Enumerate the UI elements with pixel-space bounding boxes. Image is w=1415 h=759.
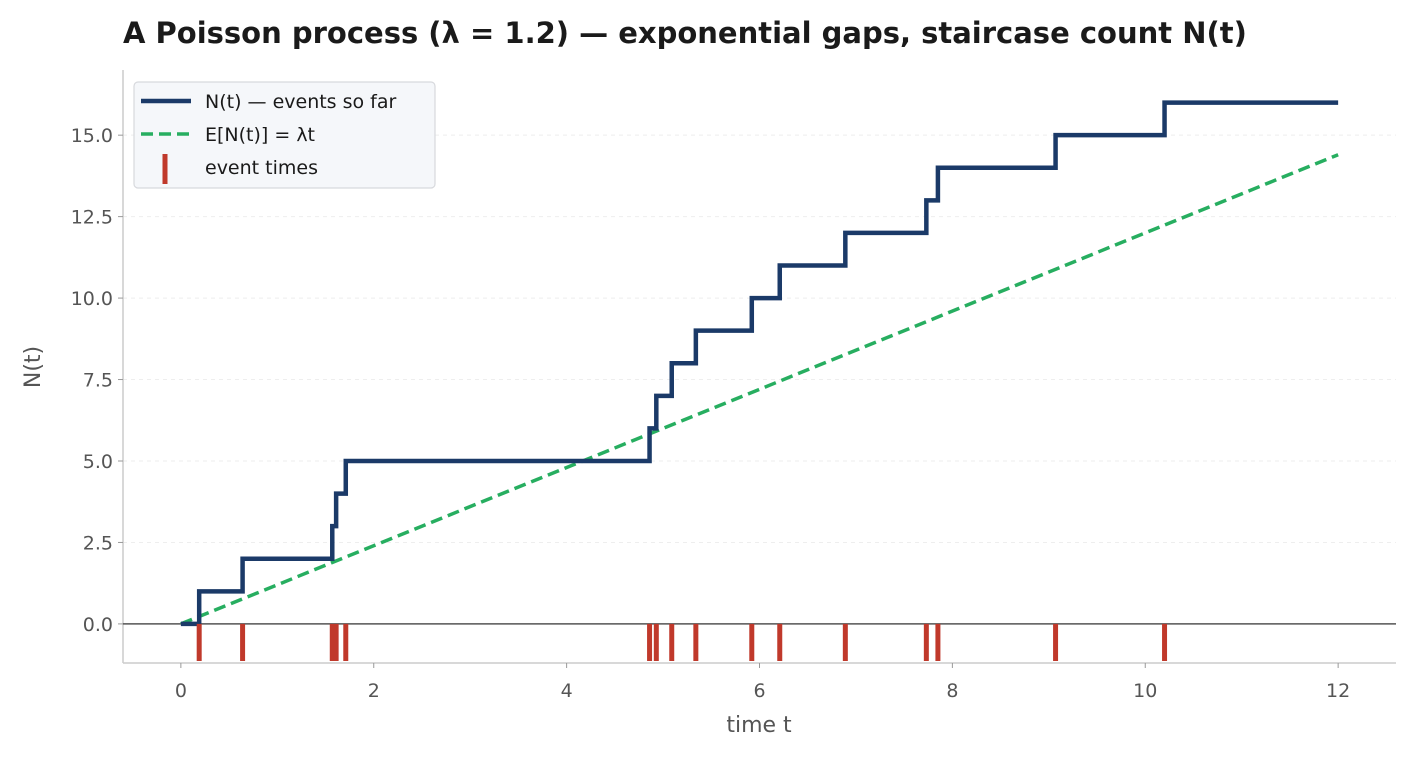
y-tick-label: 10.0 <box>71 288 113 310</box>
y-tick-label: 12.5 <box>71 207 113 229</box>
legend: N(t) — events so far E[N(t)] = λt event ti… <box>133 81 436 189</box>
plot-area <box>123 100 1396 661</box>
x-tick-label: 2 <box>368 680 380 702</box>
expected-count-line <box>180 153 1339 626</box>
count-staircase-line <box>180 100 1339 627</box>
legend-label: E[N(t)] = λt <box>205 124 315 146</box>
y-axis-ticks: 0.0 2.5 5.0 7.5 10.0 12.5 15.0 <box>71 125 123 636</box>
y-tick-label: 15.0 <box>71 125 113 147</box>
y-axis-label: N(t) <box>21 346 46 388</box>
y-tick-label: 7.5 <box>83 370 113 392</box>
legend-box <box>133 81 436 189</box>
x-tick-label: 6 <box>753 680 765 702</box>
legend-label: event times <box>205 157 318 179</box>
x-tick-label: 0 <box>175 680 187 702</box>
x-tick-label: 10 <box>1133 680 1157 702</box>
y-tick-label: 2.5 <box>83 532 113 554</box>
x-tick-label: 12 <box>1326 680 1350 702</box>
x-axis-label: time t <box>726 713 792 738</box>
grid <box>123 134 1396 543</box>
legend-label: N(t) — events so far <box>205 91 397 113</box>
x-tick-label: 8 <box>946 680 958 702</box>
y-tick-label: 0.0 <box>83 614 113 636</box>
y-tick-label: 5.0 <box>83 451 113 473</box>
x-tick-label: 4 <box>561 680 573 702</box>
x-axis-ticks: 0 2 4 6 8 10 12 <box>175 663 1350 702</box>
chart-title: A Poisson process (λ = 1.2) — exponentia… <box>123 16 1247 50</box>
